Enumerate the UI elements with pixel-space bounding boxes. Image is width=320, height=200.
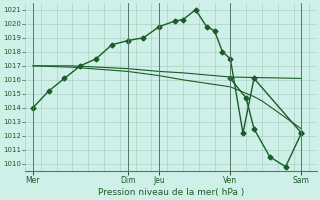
X-axis label: Pression niveau de la mer( hPa ): Pression niveau de la mer( hPa ) bbox=[98, 188, 244, 197]
